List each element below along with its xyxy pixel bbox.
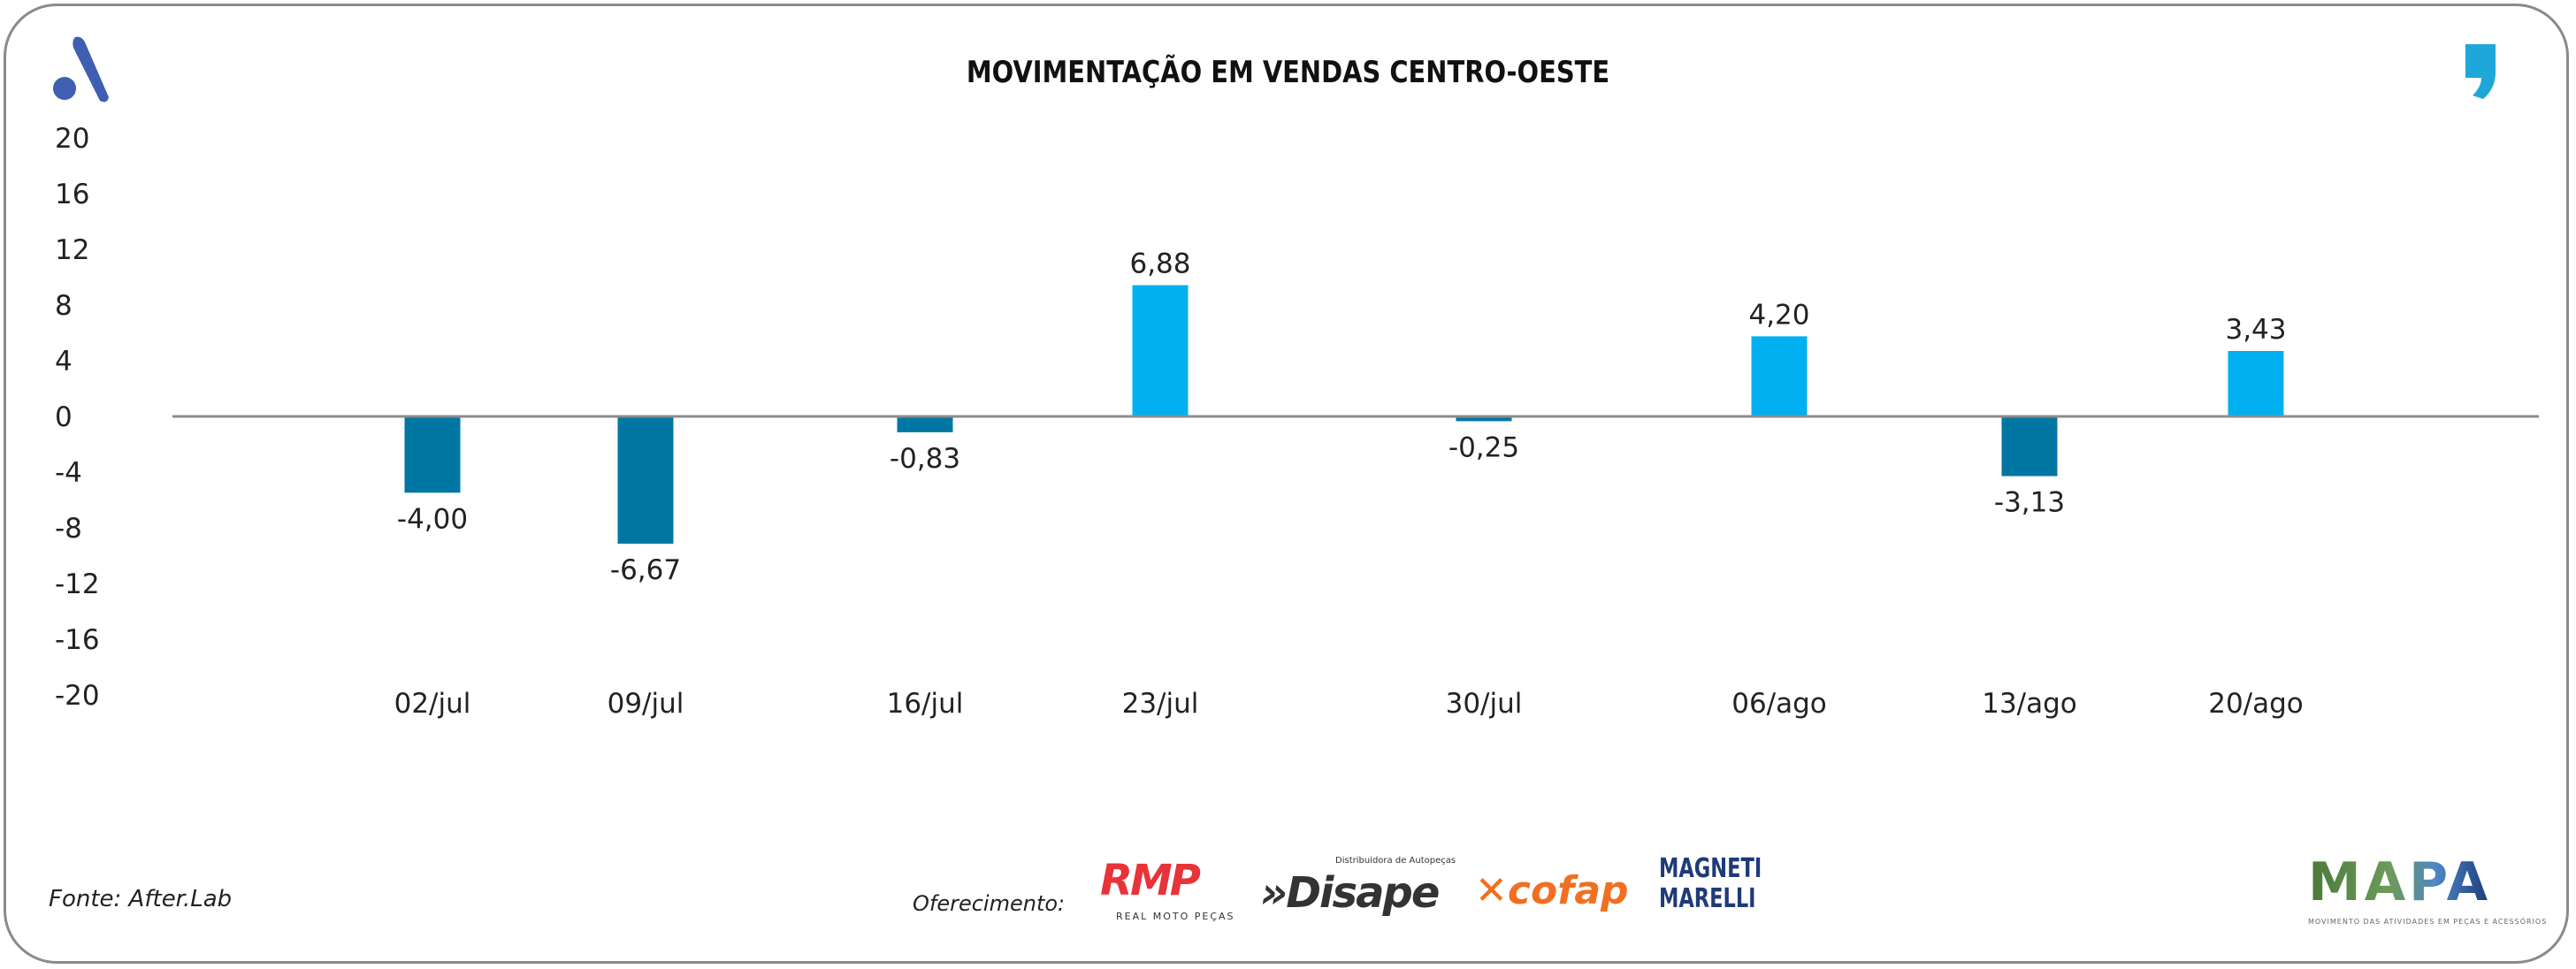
mapa-logo: MAPA	[2308, 851, 2492, 913]
y-tick-label: 16	[55, 179, 89, 210]
y-tick-label: 12	[55, 234, 89, 266]
data-label: -0,83	[890, 443, 960, 475]
y-tick-label: -4	[55, 457, 82, 489]
x-tick-label: 20/ago	[2208, 688, 2304, 720]
data-label: -4,00	[397, 503, 468, 535]
brand-logo-icon	[53, 36, 109, 103]
magneti-text: MAGNETI	[1659, 853, 1762, 884]
x-tick-label: 30/jul	[1446, 688, 1523, 720]
x-tick-label: 16/jul	[887, 688, 964, 720]
bar	[897, 416, 953, 432]
marelli-text: MARELLI	[1659, 883, 1756, 914]
quote-icon	[2465, 44, 2496, 99]
bar	[404, 416, 461, 493]
disape-logo: »Disape	[1260, 868, 1440, 918]
y-tick-label: 8	[55, 290, 73, 322]
card-frame	[4, 4, 2569, 964]
data-label: 3,43	[2225, 314, 2286, 346]
rmp-logo-subtitle: REAL MOTO PEÇAS	[1116, 911, 1235, 922]
y-tick-label: 4	[55, 346, 73, 378]
source-note: Fonte: After.Lab	[49, 886, 233, 912]
chart-title: MOVIMENTAÇÃO EM VENDAS CENTRO-OESTE	[966, 55, 1610, 90]
mapa-logo-subtitle: MOVIMENTO DAS ATIVIDADES EM PEÇAS E ACES…	[2308, 918, 2548, 926]
rmp-logo: RMP	[1100, 856, 1201, 905]
x-tick-label: 23/jul	[1122, 688, 1199, 720]
magneti-marelli-logo: MAGNETI MARELLI	[1659, 854, 1762, 914]
y-tick-label: 20	[55, 123, 89, 155]
data-label: -6,67	[610, 554, 681, 586]
y-tick-label: -8	[55, 513, 82, 545]
bar	[1132, 285, 1189, 416]
data-label: -3,13	[1994, 487, 2065, 519]
x-tick-label: 09/jul	[608, 688, 684, 720]
x-tick-label: 02/jul	[394, 688, 471, 720]
x-tick-label: 13/ago	[1982, 688, 2077, 720]
y-tick-label: -12	[55, 568, 100, 600]
bar	[2228, 350, 2284, 416]
disape-logo-subtitle: Distribuidora de Autopeças	[1335, 856, 1456, 866]
bar	[1456, 416, 1512, 422]
bar	[617, 416, 674, 544]
sponsor-label: Oferecimento:	[913, 891, 1066, 916]
y-tick-label: -16	[55, 624, 100, 656]
y-tick-label: -20	[55, 680, 100, 712]
data-label: -0,25	[1449, 431, 1519, 463]
x-tick-label: 06/ago	[1731, 688, 1827, 720]
bar	[1751, 336, 1808, 416]
data-label: 4,20	[1748, 299, 1809, 331]
y-tick-label: 0	[55, 401, 73, 433]
cofap-logo: ✕cofap	[1475, 868, 1629, 913]
data-label: 6,88	[1129, 248, 1190, 280]
bar	[2001, 416, 2058, 477]
